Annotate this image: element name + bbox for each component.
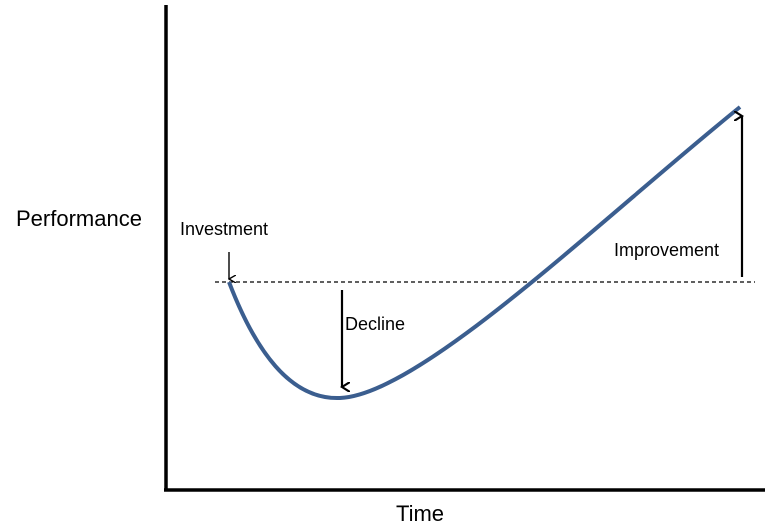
investment-label: Investment <box>180 219 268 239</box>
improvement-label: Improvement <box>614 240 719 260</box>
y-axis-label: Performance <box>16 206 142 231</box>
x-axis-label: Time <box>396 501 444 526</box>
decline-label: Decline <box>345 314 405 334</box>
performance-curve <box>227 105 742 401</box>
